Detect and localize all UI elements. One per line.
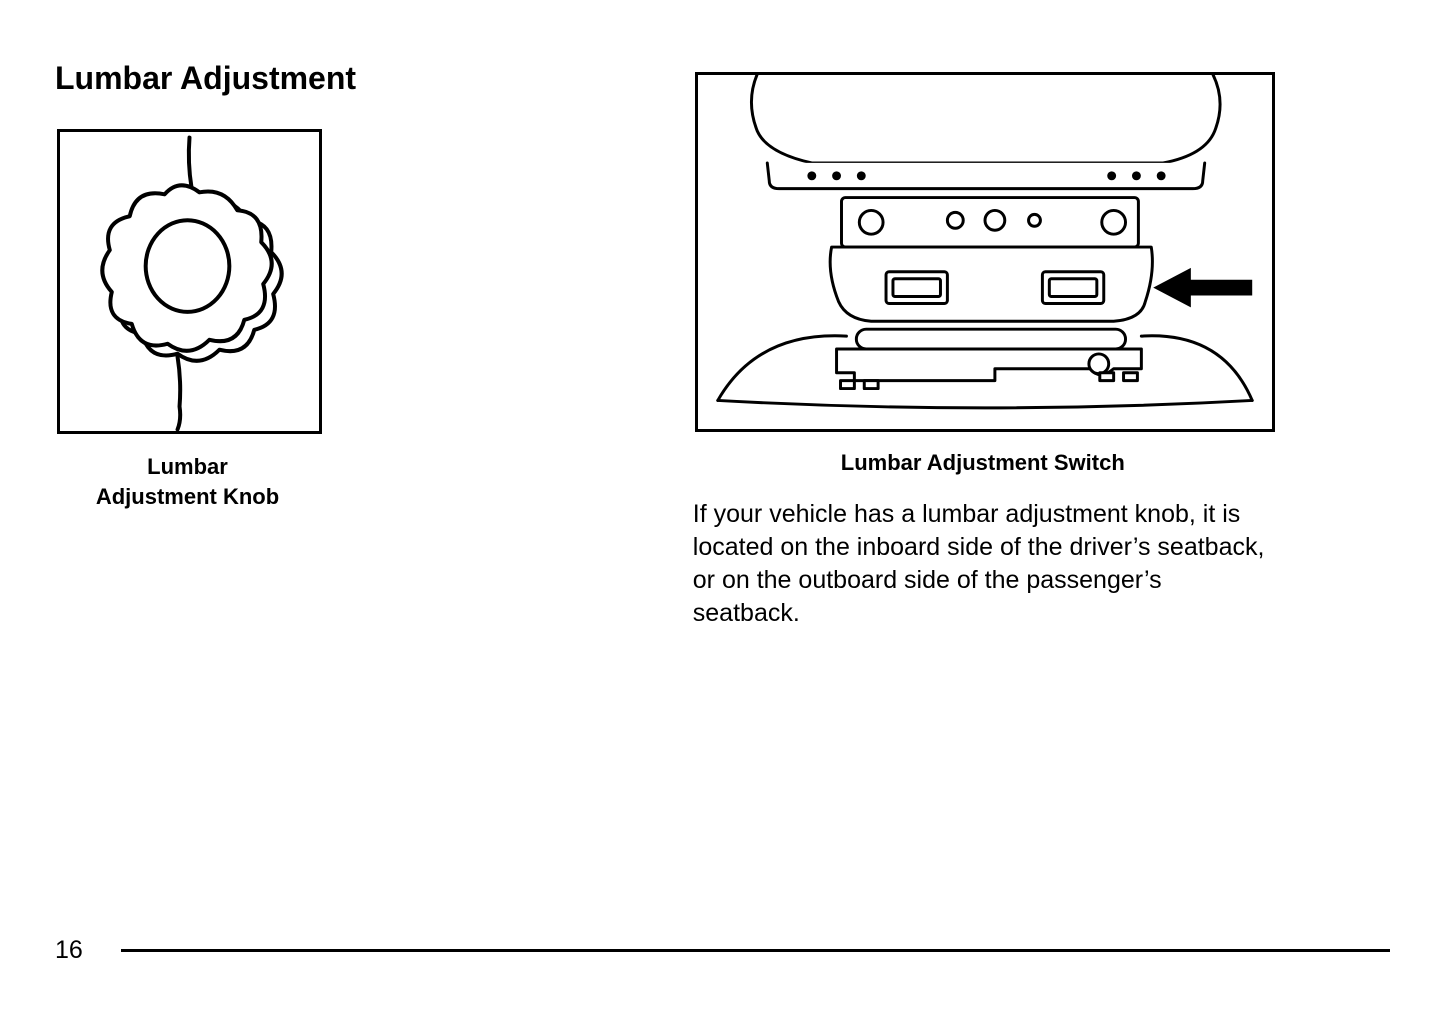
figure-caption-switch: Lumbar Adjustment Switch bbox=[693, 450, 1273, 476]
page-footer: 16 bbox=[55, 936, 1390, 965]
lumbar-knob-illustration bbox=[60, 132, 319, 432]
page-number: 16 bbox=[55, 936, 83, 965]
lumbar-switch-illustration bbox=[698, 72, 1272, 432]
caption-line-2: Adjustment Knob bbox=[96, 484, 279, 509]
section-title: Lumbar Adjustment bbox=[55, 60, 613, 97]
figure-lumbar-switch bbox=[695, 72, 1275, 432]
arrow-indicator bbox=[1153, 268, 1252, 308]
figure-lumbar-knob bbox=[57, 129, 322, 434]
right-column: Lumbar Adjustment Switch If your vehicle… bbox=[693, 60, 1390, 630]
body-paragraph: If your vehicle has a lumbar adjustment … bbox=[693, 498, 1273, 630]
footer-rule bbox=[121, 949, 1390, 952]
caption-line-1: Lumbar bbox=[147, 454, 228, 479]
figure-caption-knob: Lumbar Adjustment Knob bbox=[55, 452, 320, 511]
left-column: Lumbar Adjustment Lumbar Adju bbox=[55, 60, 613, 630]
